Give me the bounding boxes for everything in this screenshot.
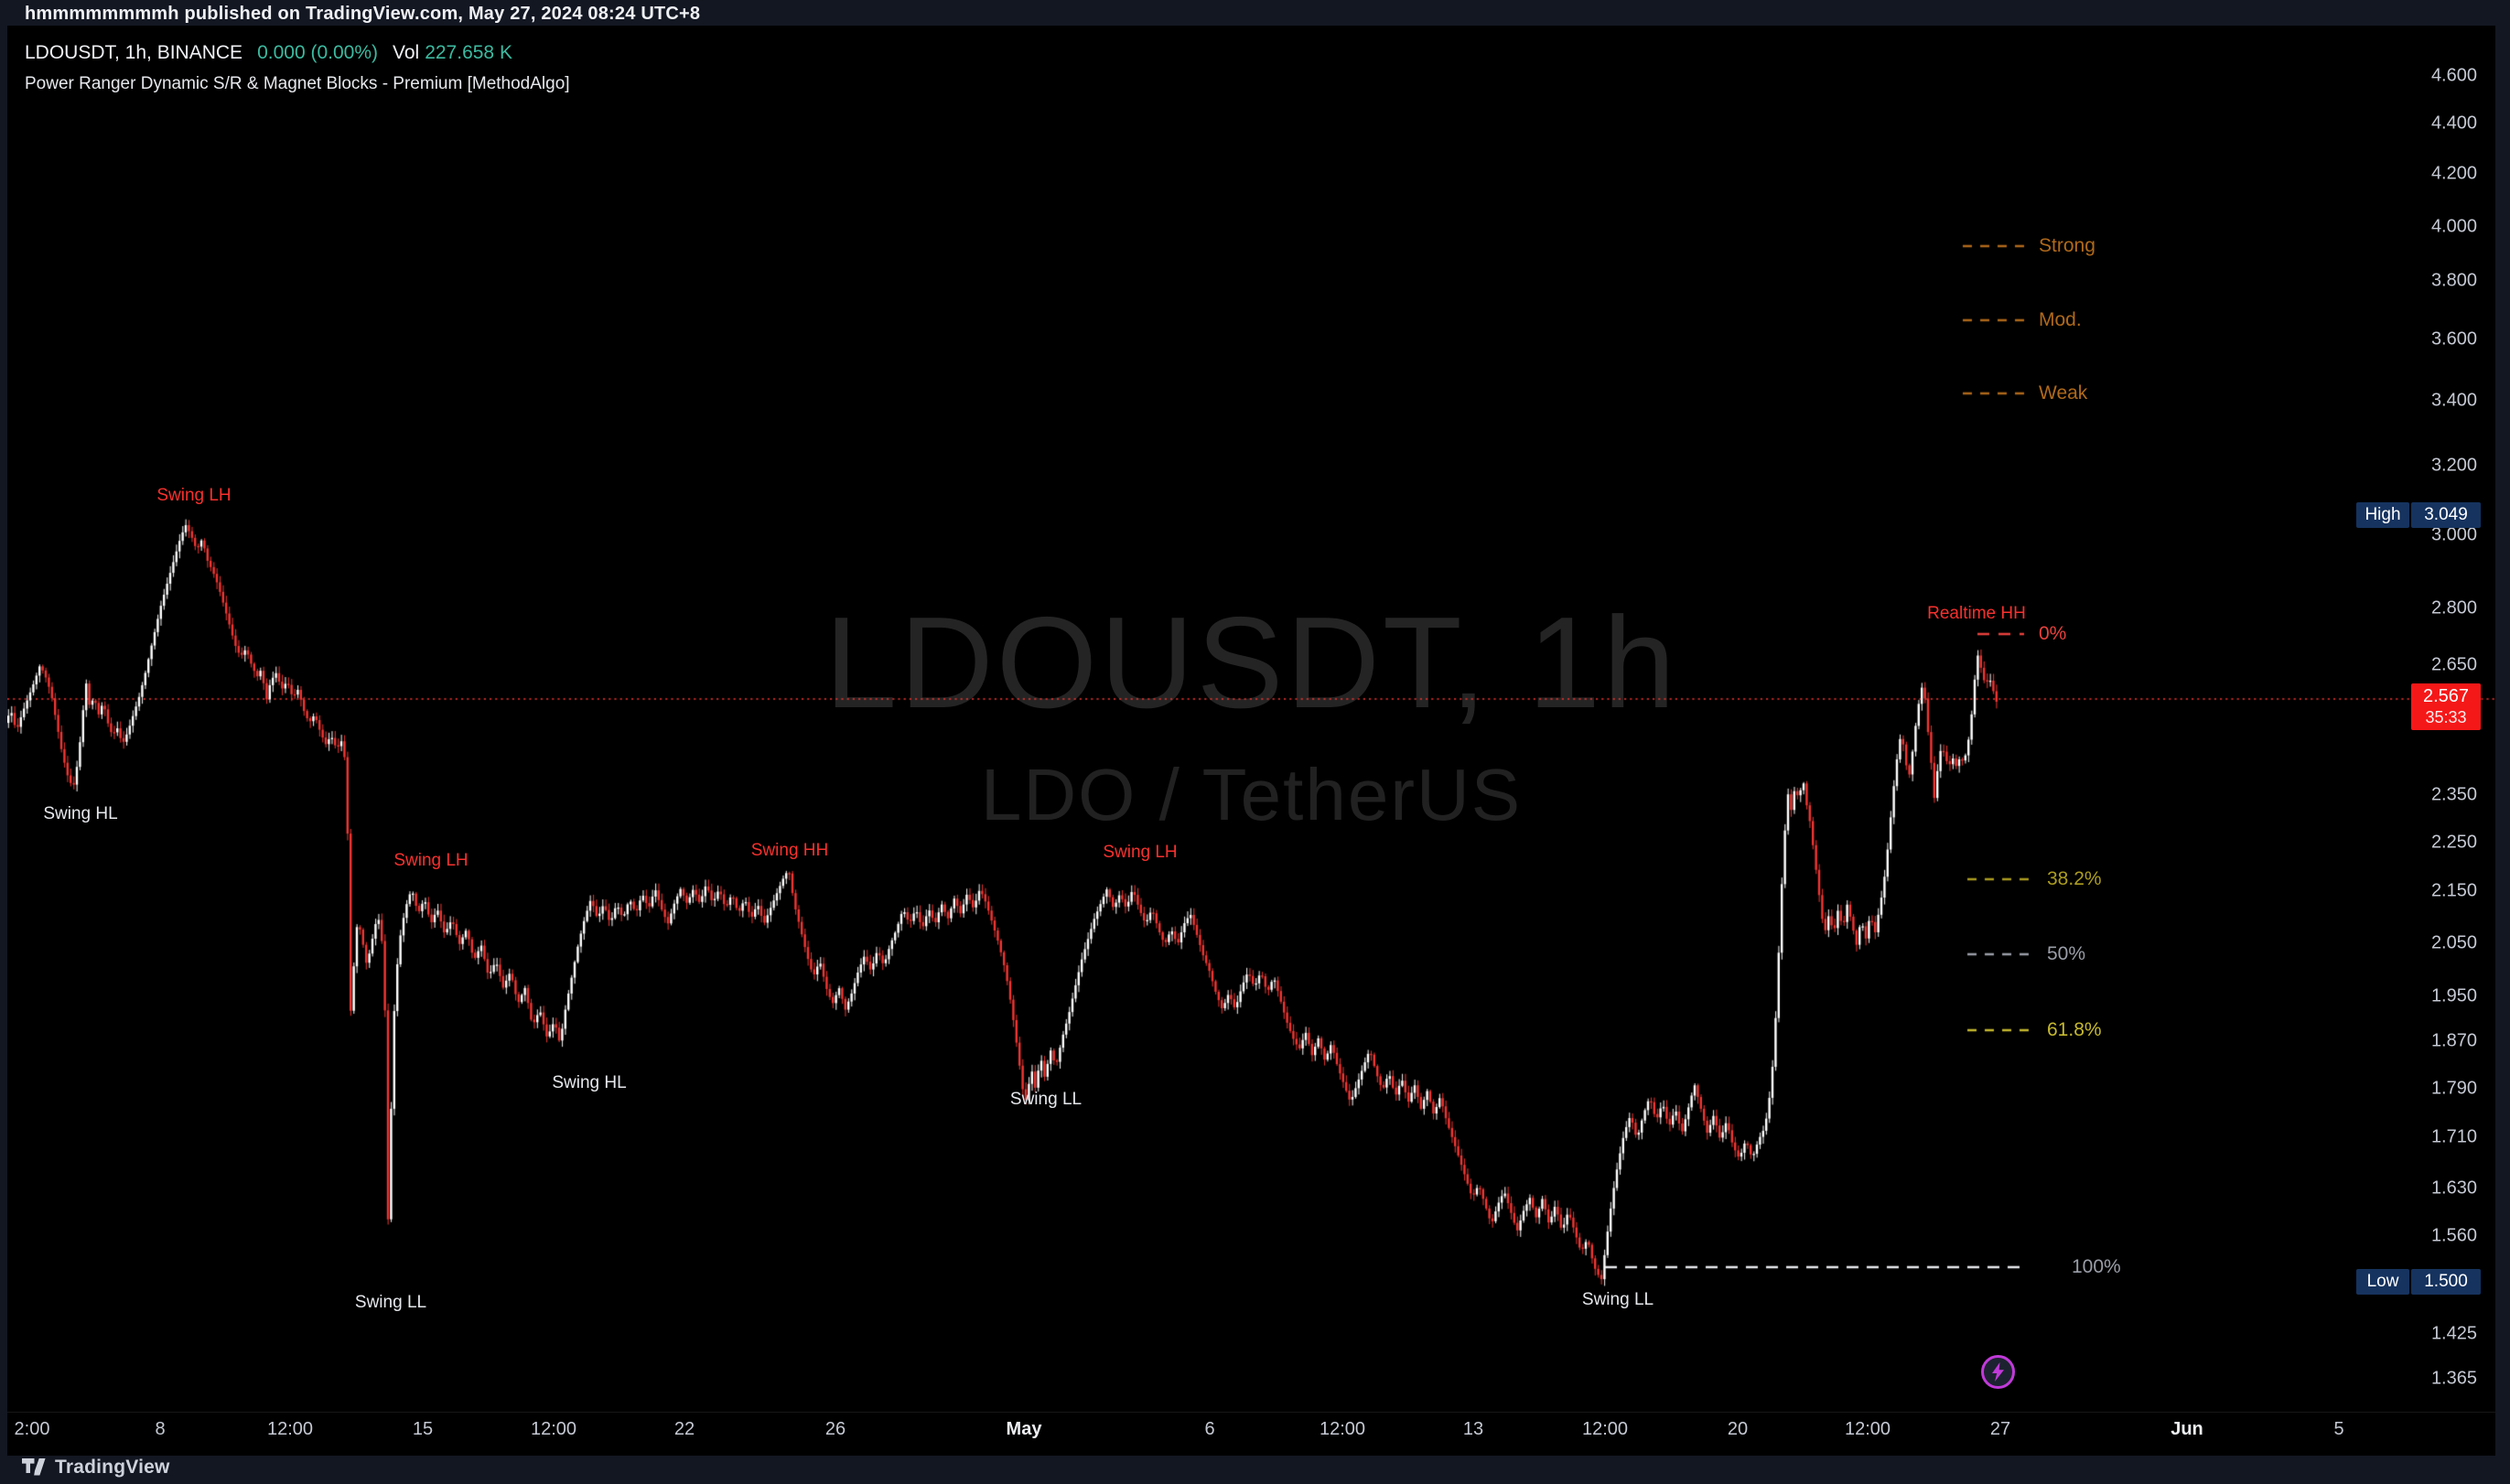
tradingview-brand-text[interactable]: TradingView <box>55 1457 170 1478</box>
time-tick-label: 20 <box>1727 1419 1749 1439</box>
price-tick-label: 4.400 <box>2430 113 2477 134</box>
time-tick-label: 5 <box>2333 1419 2344 1439</box>
price-tick-label: 2.050 <box>2430 932 2477 953</box>
time-tick-label: 26 <box>824 1419 846 1439</box>
low-badge-value: 1.500 <box>2411 1269 2481 1295</box>
time-tick-label: 12:00 <box>1581 1419 1629 1439</box>
price-chart-canvas[interactable] <box>7 26 2495 1412</box>
volume-label: Vol <box>393 42 420 63</box>
lightning-icon <box>1990 1362 2006 1382</box>
chart-legend[interactable]: LDOUSDT, 1h, BINANCE 0.000 (0.00%) Vol 2… <box>25 42 570 94</box>
price-tick-label: 4.600 <box>2430 65 2477 86</box>
time-tick-label: 12:00 <box>266 1419 314 1439</box>
high-badge-value: 3.049 <box>2411 502 2481 528</box>
attribution-text: hmmmmmmmmh published on TradingView.com,… <box>25 4 701 24</box>
boost-button[interactable] <box>1981 1355 2015 1389</box>
time-tick-label: 15 <box>412 1419 434 1439</box>
price-tick-label: 3.800 <box>2430 270 2477 291</box>
price-tick-label: 2.350 <box>2430 784 2477 805</box>
price-tick-label: 1.365 <box>2430 1368 2477 1389</box>
volume-value: 227.658 K <box>425 42 512 63</box>
price-tick-label: 1.950 <box>2430 985 2477 1006</box>
price-tick-label: 3.400 <box>2430 390 2477 411</box>
price-tick-label: 1.630 <box>2430 1178 2477 1199</box>
time-tick-label: 2:00 <box>14 1419 50 1439</box>
price-tick-label: 1.790 <box>2430 1078 2477 1099</box>
indicator-title[interactable]: Power Ranger Dynamic S/R & Magnet Blocks… <box>25 74 570 93</box>
price-tick-label: 2.150 <box>2430 880 2477 901</box>
bar-countdown: 35:33 <box>2425 708 2467 726</box>
price-tick-label: 1.560 <box>2430 1225 2477 1246</box>
time-tick-label: Jun <box>2171 1419 2203 1439</box>
last-price-value: 2.567 <box>2422 686 2470 706</box>
time-tick-label: 12:00 <box>530 1419 577 1439</box>
time-tick-label: 27 <box>1989 1419 2011 1439</box>
price-tick-label: 2.800 <box>2430 597 2477 618</box>
time-tick-label: May <box>1006 1419 1042 1439</box>
time-tick-label: 22 <box>673 1419 695 1439</box>
price-tick-label: 2.250 <box>2430 832 2477 853</box>
price-tick-label: 4.000 <box>2430 216 2477 237</box>
symbol-title[interactable]: LDOUSDT, 1h, BINANCE <box>25 42 243 63</box>
price-tick-label: 3.000 <box>2430 524 2477 545</box>
last-price-badge: 2.567 35:33 <box>2411 683 2481 730</box>
time-tick-label: 12:00 <box>1844 1419 1891 1439</box>
time-axis[interactable] <box>7 1412 2495 1456</box>
price-tick-label: 1.870 <box>2430 1030 2477 1051</box>
time-tick-label: 8 <box>155 1419 166 1439</box>
time-tick-label: 13 <box>1462 1419 1484 1439</box>
low-badge-label: Low <box>2356 1269 2409 1295</box>
low-price-badge: Low 1.500 <box>2356 1269 2481 1295</box>
time-tick-label: 12:00 <box>1319 1419 1366 1439</box>
time-tick-label: 6 <box>1204 1419 1215 1439</box>
price-tick-label: 4.200 <box>2430 163 2477 184</box>
price-tick-label: 1.710 <box>2430 1126 2477 1147</box>
price-change: 0.000 (0.00%) <box>257 42 378 63</box>
footer: TradingView <box>22 1457 170 1479</box>
high-price-badge: High 3.049 <box>2356 502 2481 528</box>
price-tick-label: 1.425 <box>2430 1323 2477 1344</box>
high-badge-label: High <box>2356 502 2409 528</box>
price-tick-label: 3.200 <box>2430 455 2477 476</box>
tradingview-logo-icon[interactable] <box>22 1457 47 1478</box>
price-tick-label: 3.600 <box>2430 328 2477 349</box>
price-tick-label: 2.650 <box>2430 654 2477 675</box>
